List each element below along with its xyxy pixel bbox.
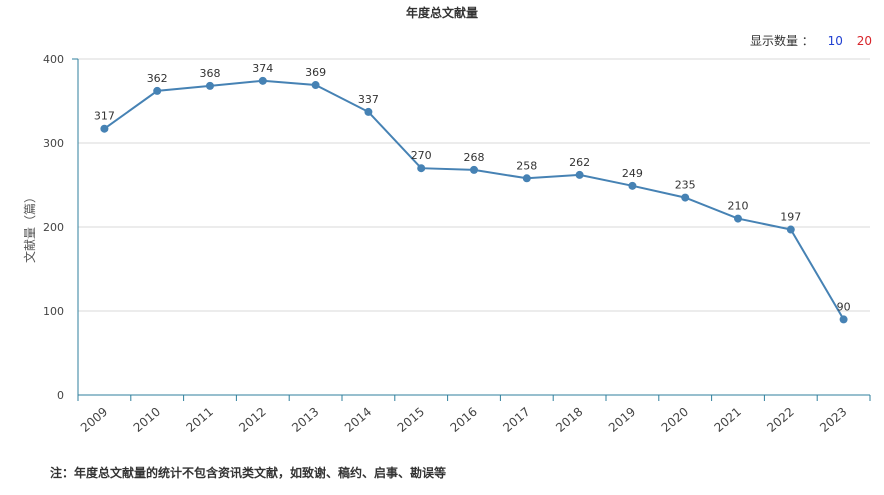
data-label: 362 <box>147 72 168 85</box>
y-tick-label: 100 <box>43 305 64 318</box>
x-tick-label: 2016 <box>448 405 480 435</box>
data-label: 197 <box>780 211 801 224</box>
data-point[interactable] <box>258 76 267 85</box>
x-tick-label: 2012 <box>236 405 268 435</box>
data-point[interactable] <box>417 164 426 173</box>
data-label: 337 <box>358 93 379 106</box>
data-point[interactable] <box>575 170 584 179</box>
data-label: 210 <box>728 200 749 213</box>
data-label: 317 <box>94 110 115 123</box>
x-tick-label: 2011 <box>184 405 216 435</box>
data-labels: 317 362 368 374 369 337 270 268 258 262 249 235 210 1… <box>94 62 851 314</box>
y-tick-label: 0 <box>57 389 64 402</box>
grid-lines <box>78 58 870 312</box>
axes <box>72 58 871 401</box>
y-tick-label: 400 <box>43 53 64 66</box>
chart-title: 年度总文献量 <box>405 6 478 20</box>
data-point[interactable] <box>100 124 109 133</box>
data-point[interactable] <box>470 165 478 174</box>
x-tick-label: 2014 <box>342 405 374 435</box>
data-point[interactable] <box>364 107 373 116</box>
x-tick-labels: 2009 2010 2011 2012 2013 2014 2015 2016 2017 2018… <box>78 405 850 435</box>
data-point[interactable] <box>311 81 320 90</box>
data-label: 249 <box>622 167 643 180</box>
x-tick-label: 2023 <box>817 405 849 435</box>
data-label: 369 <box>305 66 326 79</box>
y-tick-labels: 0 100 200 300 400 <box>43 53 64 402</box>
data-point[interactable] <box>786 225 795 234</box>
data-label: 268 <box>464 151 485 164</box>
footnote: 注：年度总文献量的统计不包含资讯类文献，如致谢、稿约、启事、勘误等 <box>50 466 447 480</box>
data-point[interactable] <box>839 315 848 324</box>
data-point[interactable] <box>628 181 637 190</box>
x-tick-label: 2013 <box>289 405 321 435</box>
data-point[interactable] <box>206 81 214 90</box>
data-point[interactable] <box>153 86 162 95</box>
x-tick-label: 2017 <box>500 405 532 435</box>
x-tick-label: 2009 <box>78 405 110 435</box>
x-tick-label: 2015 <box>395 405 427 435</box>
data-label: 368 <box>200 67 221 80</box>
y-tick-label: 300 <box>43 137 64 150</box>
data-point[interactable] <box>681 193 690 202</box>
display-count-10-button[interactable]: 10 <box>827 34 843 48</box>
x-tick-label: 2018 <box>553 405 585 435</box>
y-axis-label: 文献量（篇） <box>22 191 37 263</box>
data-label: 270 <box>411 149 432 162</box>
x-tick-label: 2010 <box>131 405 163 435</box>
x-tick-label: 2021 <box>712 405 744 435</box>
data-points <box>100 76 848 324</box>
display-count-20-button[interactable]: 20 <box>856 34 872 48</box>
x-tick-label: 2022 <box>764 405 796 435</box>
x-tick-label: 2020 <box>659 405 691 435</box>
data-point[interactable] <box>522 174 531 183</box>
data-label: 235 <box>675 179 696 192</box>
data-point[interactable] <box>734 214 742 223</box>
data-label: 262 <box>569 156 590 169</box>
x-tick-label: 2019 <box>606 405 638 435</box>
data-label: 374 <box>252 62 273 75</box>
display-count-control: 显示数量 ： 10 20 <box>750 32 872 49</box>
y-tick-label: 200 <box>43 221 64 234</box>
data-label: 258 <box>516 159 537 172</box>
data-label: 90 <box>837 300 851 313</box>
display-count-label: 显示数量 ： <box>749 34 814 48</box>
